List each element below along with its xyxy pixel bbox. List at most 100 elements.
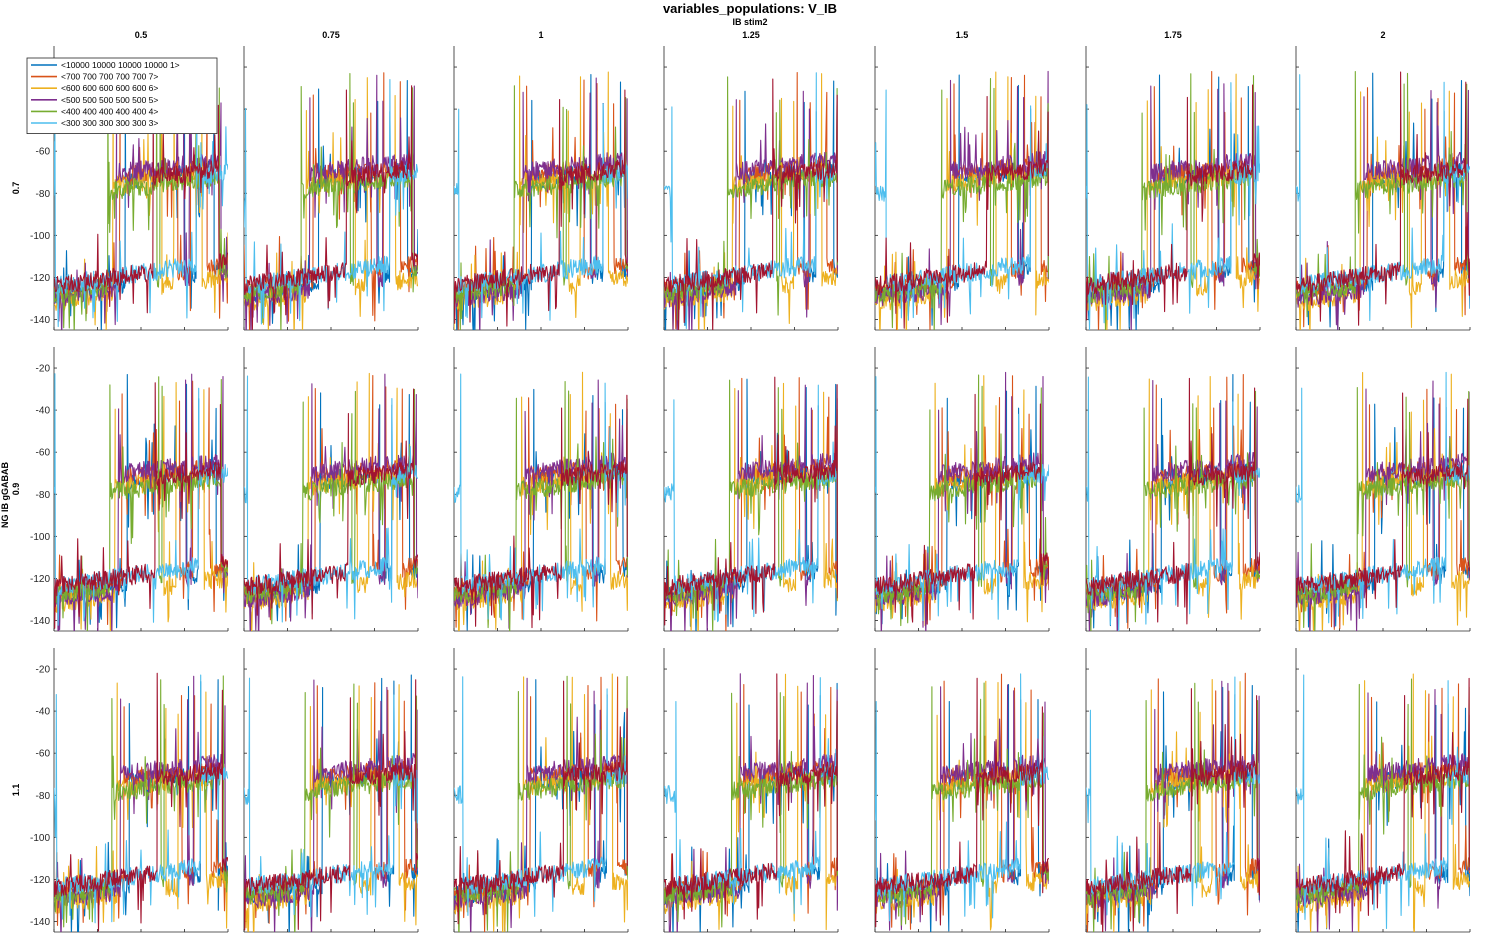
panel-r2-c3 (453, 347, 629, 632)
legend-entry: <500 500 500 500 500 5> (61, 95, 158, 105)
series-line-4 (454, 77, 628, 330)
x-parameter-label: IB stim2 (732, 17, 767, 27)
series-line-6 (454, 103, 628, 321)
panel-r1-c4: 1.25 (663, 30, 839, 331)
y-tick-label: -20 (36, 665, 51, 676)
y-tick-label: -60 (36, 448, 51, 459)
series-line-3 (244, 77, 418, 330)
panel-r2-c6 (1085, 347, 1261, 632)
series-line-7 (875, 677, 1049, 928)
series-line-7 (54, 382, 228, 629)
legend-entry: <600 600 600 600 600 6> (61, 83, 158, 93)
traces (664, 376, 838, 631)
legend-entry: <300 300 300 300 300 3> (61, 118, 158, 128)
panel-r3-c4: 0500100015002000 (661, 648, 850, 938)
traces (875, 70, 1049, 330)
series-line-7 (875, 393, 1049, 625)
series-line-7 (875, 95, 1049, 329)
panel-r3-c1: -140-120-100-80-60-40-200500100015002000… (11, 648, 240, 938)
series-line-5 (1296, 71, 1470, 318)
series-line-6 (454, 676, 628, 917)
traces (54, 71, 228, 330)
series-line-7 (1296, 677, 1470, 916)
series-line-5 (454, 381, 628, 631)
series-line-2 (1296, 388, 1470, 630)
column-header: 1.25 (742, 30, 760, 40)
series-line-6 (454, 373, 628, 621)
y-tick-label: -120 (30, 273, 50, 284)
series-line-4 (1086, 680, 1260, 932)
series-line-7 (664, 673, 838, 920)
y-tick-label: -60 (36, 749, 51, 760)
y-tick-label: -100 (30, 532, 50, 543)
panel-r2-c7 (1295, 347, 1471, 632)
y-tick-label: -60 (36, 147, 51, 158)
series-line-7 (244, 679, 418, 931)
series-line-7 (1296, 392, 1470, 609)
y-tick-label: -140 (30, 616, 50, 627)
series-line-6 (54, 674, 228, 924)
traces (454, 673, 628, 932)
traces (244, 372, 418, 631)
panel-r1-c7: 2 (1295, 30, 1471, 331)
panel-grid: -140 -120 -100 -80 -60 -40 -20 0.5 0.7 0.75 1 1.25 1… (11, 30, 1482, 938)
y-tick-label: -100 (30, 833, 50, 844)
series-line-5 (664, 379, 838, 631)
y-tick-label: -40 (36, 406, 51, 417)
series-line-5 (664, 692, 838, 928)
y-tick-label: -20 (36, 364, 51, 375)
column-header: 2 (1380, 30, 1385, 40)
series-line-5 (54, 675, 228, 928)
panel-r3-c5: 0500100015002000 (872, 648, 1061, 938)
series-line-7 (454, 680, 628, 925)
series-line-5 (1296, 678, 1470, 907)
traces (1086, 672, 1260, 932)
series-line-4 (54, 373, 228, 631)
series-line-4 (454, 379, 628, 629)
series-line-7 (664, 376, 838, 626)
legend-entry: <400 400 400 400 400 4> (61, 106, 158, 116)
traces (1296, 71, 1470, 330)
series-line-6 (244, 375, 418, 623)
column-header: 0.75 (322, 30, 340, 40)
series-line-4 (244, 74, 418, 330)
y-tick-label: -80 (36, 791, 51, 802)
series-line-6 (1296, 371, 1470, 624)
row-header: 0.9 (11, 483, 21, 496)
series-line-5 (1086, 390, 1260, 631)
panel-r1-c6: 1.75 (1085, 30, 1261, 331)
series-line-7 (244, 388, 418, 620)
panel-r2-c4 (663, 347, 839, 632)
series-line-7 (1296, 71, 1470, 326)
y-tick-label: -100 (30, 231, 50, 242)
traces (664, 673, 838, 932)
column-header: 1.5 (956, 30, 969, 40)
panel-r1-c3: 1 (453, 30, 629, 331)
traces (244, 72, 418, 330)
panel-r3-c3: 0500100015002000 (451, 648, 640, 938)
panel-r2-c1: -140 -120 -100 -80 -60 -40 -20 0.9 (11, 347, 229, 632)
legend: <10000 10000 10000 10000 1> <700 700 700 … (26, 57, 218, 134)
figure-title: variables_populations: V_IB (663, 1, 837, 16)
column-header: 1.75 (1164, 30, 1182, 40)
series-line-6 (1296, 74, 1470, 322)
series-line-7 (54, 672, 228, 932)
legend-entry: <10000 10000 10000 10000 1> (61, 60, 180, 70)
series-line-7 (1086, 377, 1260, 625)
y-tick-label: -80 (36, 189, 51, 200)
traces (454, 371, 628, 631)
series-line-4 (1296, 380, 1470, 631)
legend-entry: <700 700 700 700 700 7> (61, 72, 158, 82)
legend-box (26, 57, 218, 134)
series-line-5 (454, 85, 628, 330)
series-line-5 (1296, 387, 1470, 631)
series-line-1 (875, 385, 1049, 625)
y-tick-label: -120 (30, 875, 50, 886)
series-line-6 (875, 673, 1049, 922)
panel-r2-c5 (874, 347, 1050, 632)
panel-r1-c5: 1.5 (874, 30, 1050, 331)
traces (1086, 70, 1260, 330)
panel-r3-c2: 0500100015002000 (241, 648, 430, 938)
series-line-5 (875, 374, 1049, 627)
panel-r2-c2 (243, 347, 419, 632)
